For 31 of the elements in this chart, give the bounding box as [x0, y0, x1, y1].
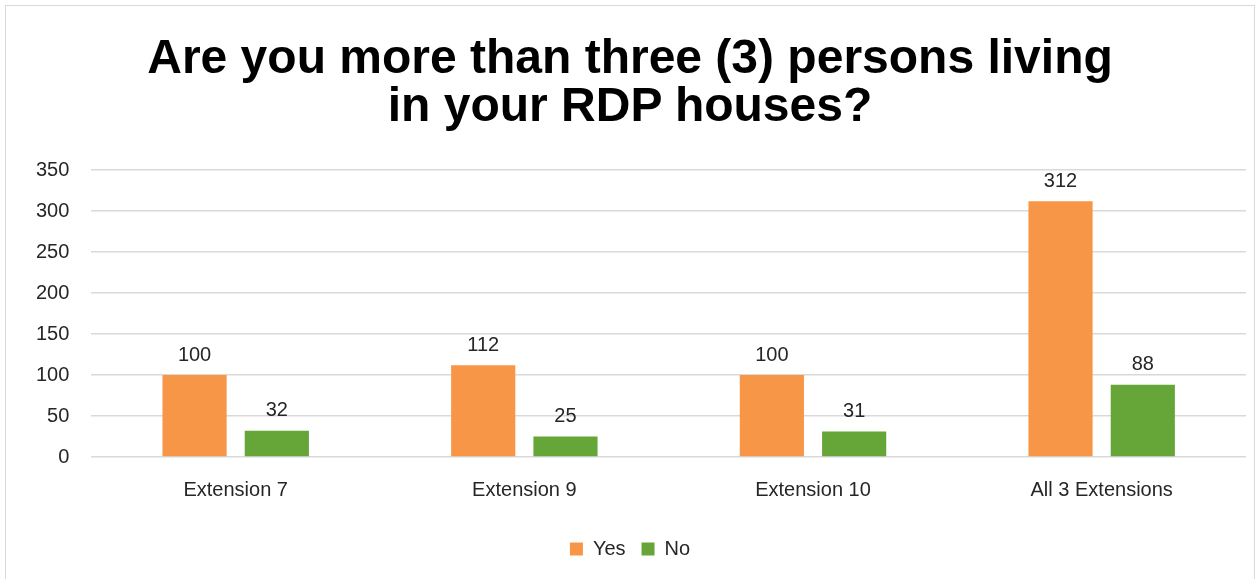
legend-label: No: [664, 536, 691, 559]
bar: [1028, 201, 1093, 457]
y-tick-label: 250: [35, 239, 70, 262]
bar: [244, 430, 309, 457]
bar: [162, 375, 227, 457]
x-tick-label: Extension 10: [755, 477, 871, 500]
data-label: 100: [177, 342, 212, 365]
data-label: 25: [554, 404, 577, 427]
legend-label: Yes: [592, 536, 626, 559]
y-tick-label: 200: [35, 280, 70, 303]
x-tick-label: All 3 Extensions: [1030, 477, 1173, 500]
y-tick-label: 150: [35, 321, 70, 344]
data-label: 88: [1131, 352, 1154, 375]
y-tick-label: 50: [47, 403, 70, 426]
bar: [739, 375, 804, 457]
x-tick-label: Extension 7: [183, 477, 288, 500]
bar: [451, 365, 516, 457]
x-tick-label: Extension 9: [472, 477, 577, 500]
chart-title: Are you more than three (3) persons living in your RDP houses?: [147, 30, 1113, 132]
y-tick-label: 0: [58, 444, 70, 467]
bar: [1110, 384, 1175, 457]
data-label: 112: [467, 332, 500, 355]
y-tick-label: 100: [35, 362, 70, 385]
y-tick-label: 300: [35, 198, 70, 221]
data-label: 31: [843, 399, 866, 422]
data-label: 32: [265, 398, 288, 421]
data-label: 312: [1043, 168, 1078, 191]
bar: [822, 431, 887, 457]
y-tick-label: 350: [35, 157, 70, 180]
bar: [533, 436, 598, 457]
data-label: 100: [755, 342, 789, 365]
